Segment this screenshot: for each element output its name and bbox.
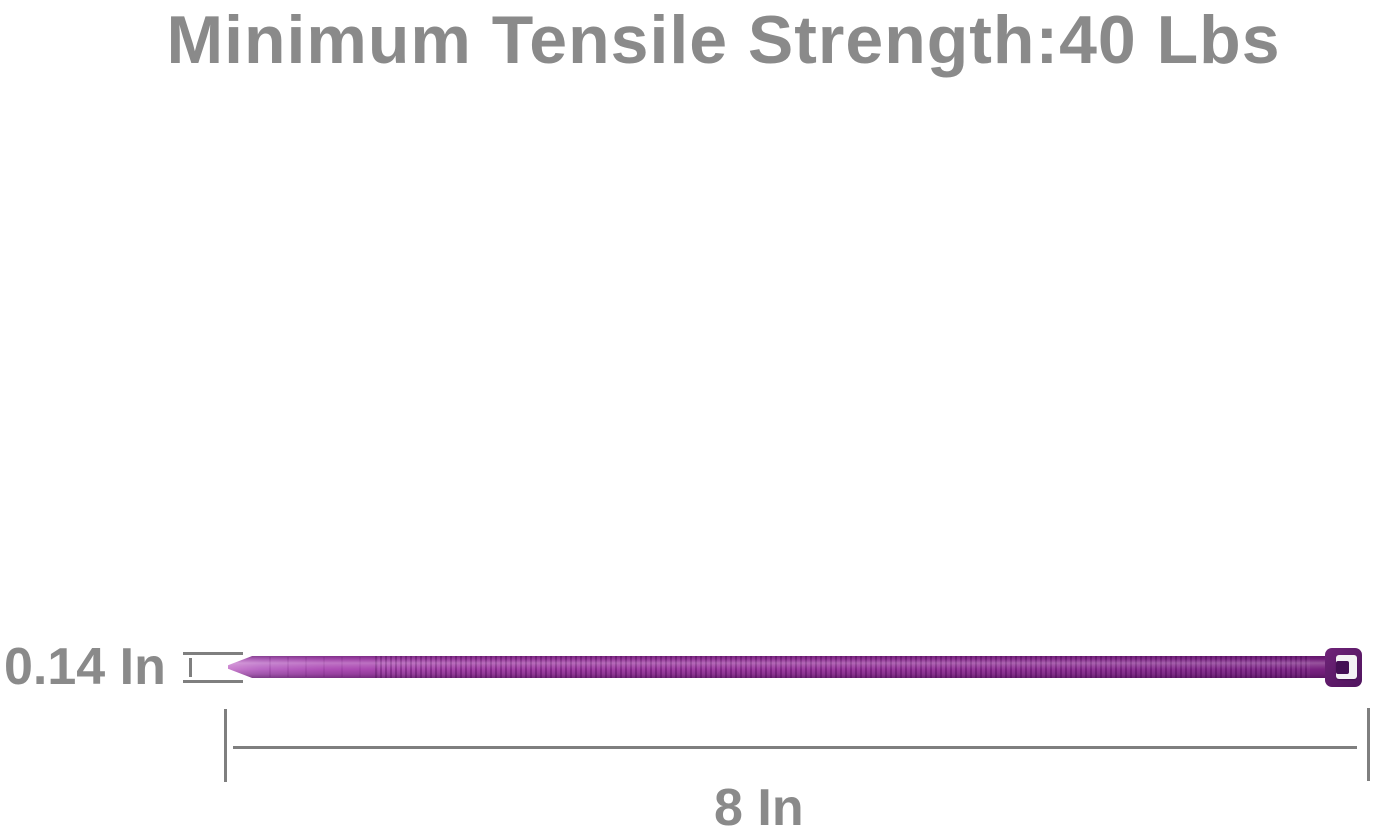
thickness-bracket-bottom-line xyxy=(183,680,243,683)
cable-tie-head-pawl xyxy=(1336,661,1349,674)
cable-tie-teeth xyxy=(375,656,1310,678)
page-title: Minimum Tensile Strength:40 Lbs xyxy=(166,2,1281,78)
cable-tie-tail-segments xyxy=(253,657,378,677)
cable-tie-highlight xyxy=(228,656,1328,678)
thickness-bracket-top-line xyxy=(183,652,243,655)
length-extension-line-right xyxy=(1367,708,1370,781)
cable-tie-strap xyxy=(228,656,1328,678)
cable-tie-head-slot xyxy=(1336,655,1357,679)
length-extension-line-left xyxy=(224,709,227,782)
length-dimension-line xyxy=(233,746,1357,749)
thickness-label: 0.14 In xyxy=(4,638,166,696)
cable-tie-head xyxy=(1325,648,1362,687)
length-label: 8 In xyxy=(714,779,804,837)
thickness-bracket-tick xyxy=(189,658,192,677)
